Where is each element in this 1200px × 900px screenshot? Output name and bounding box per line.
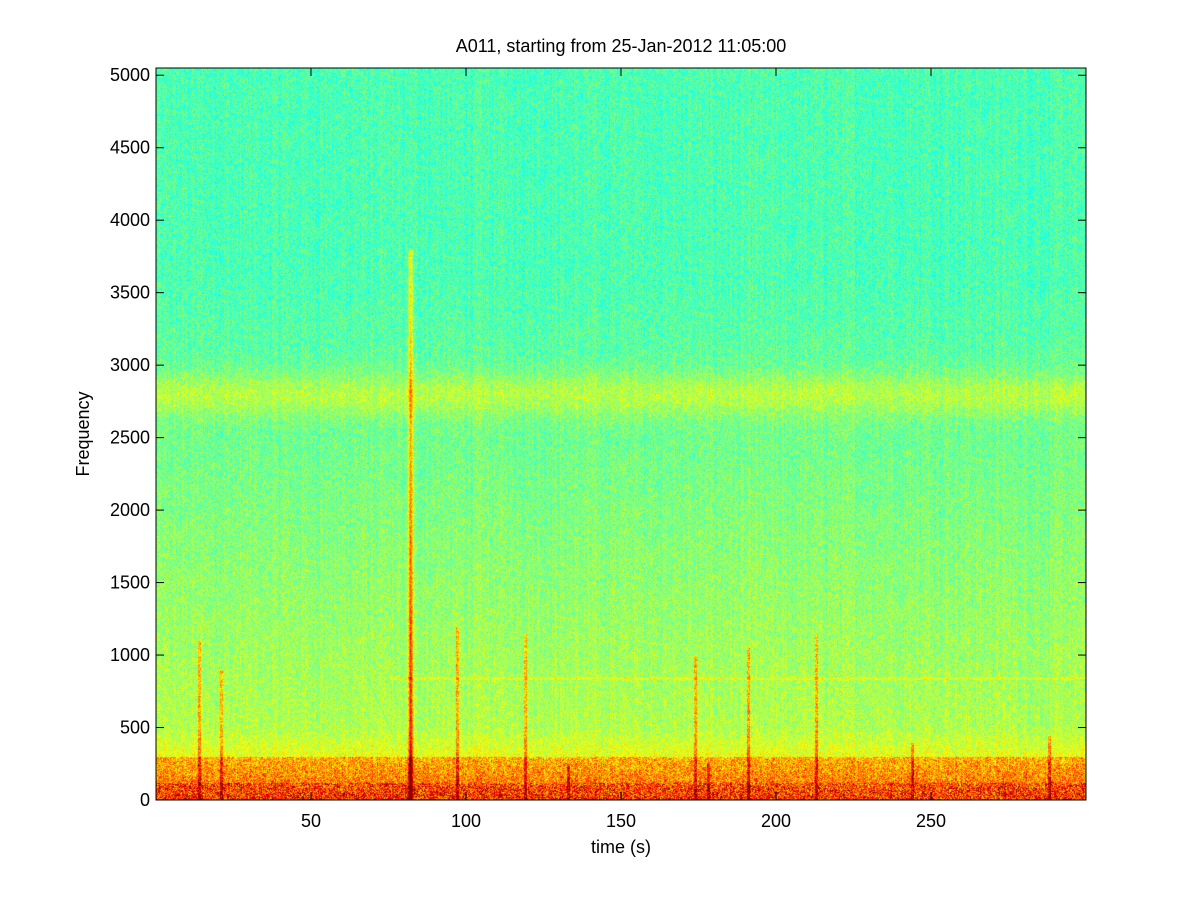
y-tick-label: 1500: [110, 573, 150, 593]
y-tick-label: 5000: [110, 65, 150, 85]
x-tick-label: 150: [606, 811, 636, 831]
y-tick-label: 2000: [110, 500, 150, 520]
x-tick-label: 50: [301, 811, 321, 831]
chart-title: A011, starting from 25-Jan-2012 11:05:00: [456, 36, 787, 56]
y-tick-label: 3500: [110, 283, 150, 303]
x-tick-label: 100: [451, 811, 481, 831]
y-tick-label: 0: [140, 790, 150, 810]
y-tick-label: 4000: [110, 210, 150, 230]
y-tick-label: 1000: [110, 645, 150, 665]
x-axis-label: time (s): [591, 837, 651, 857]
y-tick-label: 3000: [110, 355, 150, 375]
x-tick-label: 200: [761, 811, 791, 831]
y-tick-label: 4500: [110, 138, 150, 158]
axis-ticks: 50 100 150 200 25005001000150020002500300035…: [110, 65, 1086, 831]
y-tick-label: 2500: [110, 428, 150, 448]
x-tick-label: 250: [916, 811, 946, 831]
y-axis-label: Frequency: [73, 391, 93, 476]
spectrogram-plot-area: [156, 68, 1086, 800]
y-tick-label: 500: [120, 718, 150, 738]
